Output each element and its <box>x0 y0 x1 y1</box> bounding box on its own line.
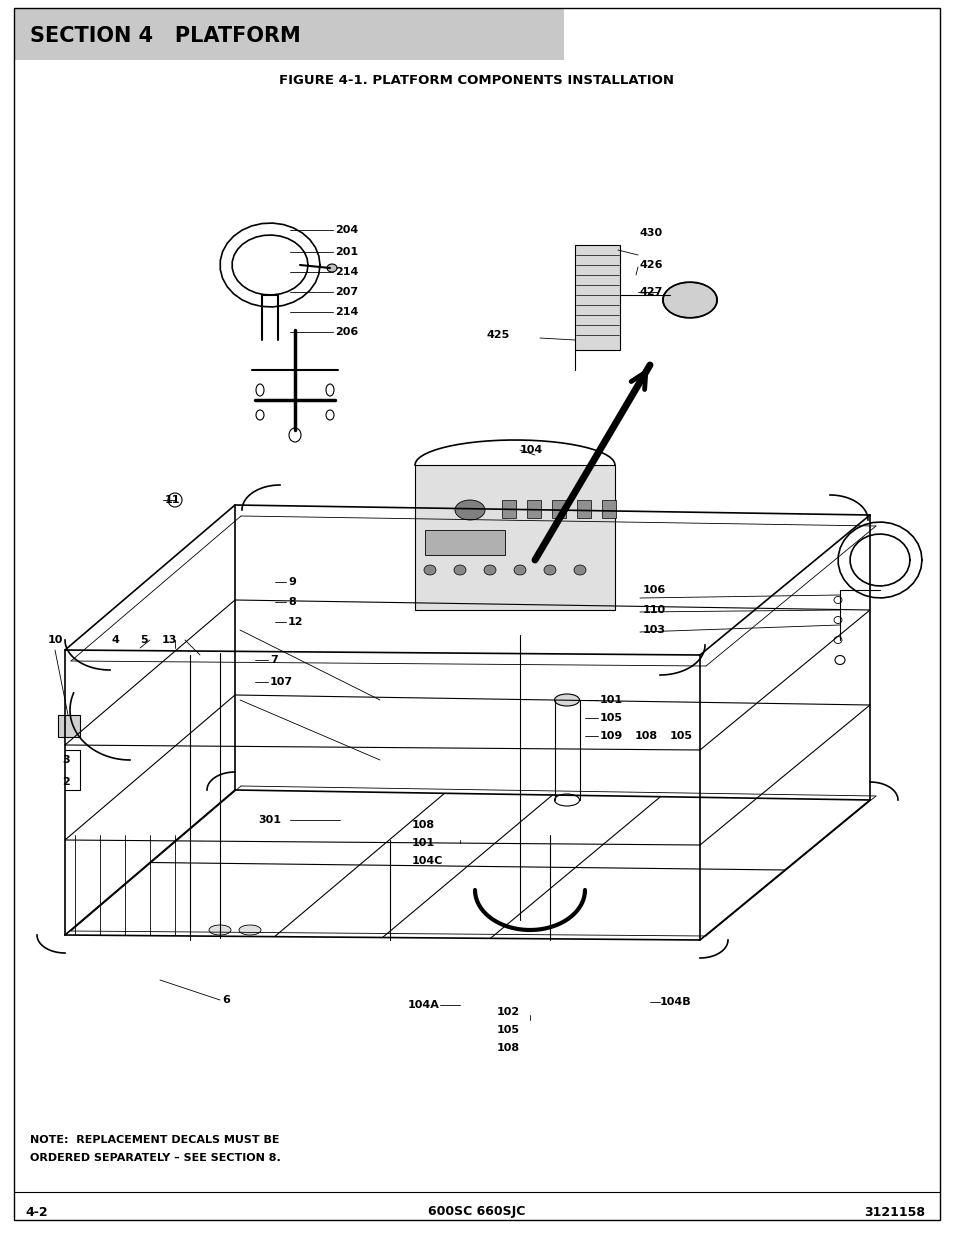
Text: FIGURE 4-1. PLATFORM COMPONENTS INSTALLATION: FIGURE 4-1. PLATFORM COMPONENTS INSTALLA… <box>279 74 674 86</box>
Text: 104: 104 <box>519 445 542 454</box>
Text: 13: 13 <box>162 635 177 645</box>
Text: 11: 11 <box>165 495 180 505</box>
Text: 102: 102 <box>497 1007 519 1016</box>
Bar <box>424 530 504 555</box>
Ellipse shape <box>209 925 231 935</box>
Ellipse shape <box>327 264 336 272</box>
Text: 204: 204 <box>335 225 358 235</box>
Text: 105: 105 <box>669 731 692 741</box>
Ellipse shape <box>554 694 578 706</box>
Ellipse shape <box>554 794 578 806</box>
Text: 2: 2 <box>62 777 70 787</box>
Text: NOTE:  REPLACEMENT DECALS MUST BE: NOTE: REPLACEMENT DECALS MUST BE <box>30 1135 279 1145</box>
Text: 426: 426 <box>639 261 662 270</box>
Ellipse shape <box>661 283 717 317</box>
Text: ORDERED SEPARATELY – SEE SECTION 8.: ORDERED SEPARATELY – SEE SECTION 8. <box>30 1153 280 1163</box>
Ellipse shape <box>833 597 841 604</box>
Bar <box>501 500 516 517</box>
Text: 430: 430 <box>639 228 662 238</box>
Ellipse shape <box>255 384 264 396</box>
Text: 104A: 104A <box>408 1000 439 1010</box>
Ellipse shape <box>833 616 841 624</box>
Text: 301: 301 <box>257 815 281 825</box>
Text: 3121158: 3121158 <box>863 1205 924 1219</box>
Ellipse shape <box>326 384 334 396</box>
Text: 4: 4 <box>112 635 120 645</box>
Ellipse shape <box>239 925 261 935</box>
Text: 214: 214 <box>335 308 358 317</box>
Bar <box>552 500 565 517</box>
Ellipse shape <box>455 500 484 520</box>
Bar <box>601 500 616 517</box>
Ellipse shape <box>574 564 585 576</box>
Text: 600SC 660SJC: 600SC 660SJC <box>428 1205 525 1219</box>
Bar <box>526 500 540 517</box>
Text: 3: 3 <box>62 755 70 764</box>
Ellipse shape <box>514 564 525 576</box>
Ellipse shape <box>326 410 334 420</box>
Ellipse shape <box>289 429 301 442</box>
Text: 101: 101 <box>412 839 435 848</box>
Ellipse shape <box>255 410 264 420</box>
Text: 207: 207 <box>335 287 357 296</box>
Text: 104B: 104B <box>659 997 691 1007</box>
Text: 108: 108 <box>497 1044 519 1053</box>
Text: 10: 10 <box>48 635 63 645</box>
Ellipse shape <box>833 636 841 643</box>
Text: 104C: 104C <box>412 856 443 866</box>
Text: 105: 105 <box>497 1025 519 1035</box>
Ellipse shape <box>423 564 436 576</box>
Text: 108: 108 <box>635 731 658 741</box>
Text: 107: 107 <box>270 677 293 687</box>
Text: 5: 5 <box>140 635 148 645</box>
Text: 103: 103 <box>642 625 665 635</box>
Bar <box>415 466 615 610</box>
Ellipse shape <box>543 564 556 576</box>
Text: 214: 214 <box>335 267 358 277</box>
Text: 110: 110 <box>642 605 665 615</box>
Text: 7: 7 <box>270 655 277 664</box>
Text: SECTION 4   PLATFORM: SECTION 4 PLATFORM <box>30 26 300 46</box>
Bar <box>14 7 563 61</box>
Text: 109: 109 <box>599 731 622 741</box>
Text: 8: 8 <box>288 597 295 606</box>
Bar <box>58 715 80 737</box>
Text: 4-2: 4-2 <box>25 1205 48 1219</box>
Bar <box>577 500 590 517</box>
Polygon shape <box>575 245 619 350</box>
Text: 6: 6 <box>222 995 230 1005</box>
Text: 425: 425 <box>486 330 510 340</box>
Text: 206: 206 <box>335 327 358 337</box>
Ellipse shape <box>454 564 465 576</box>
Ellipse shape <box>168 493 182 508</box>
Text: 427: 427 <box>639 287 662 296</box>
Text: 12: 12 <box>288 618 303 627</box>
Ellipse shape <box>483 564 496 576</box>
Text: 201: 201 <box>335 247 357 257</box>
Text: 105: 105 <box>599 713 622 722</box>
Text: 101: 101 <box>599 695 622 705</box>
Text: 106: 106 <box>642 585 665 595</box>
Text: 9: 9 <box>288 577 295 587</box>
Text: 108: 108 <box>412 820 435 830</box>
Ellipse shape <box>834 656 844 664</box>
